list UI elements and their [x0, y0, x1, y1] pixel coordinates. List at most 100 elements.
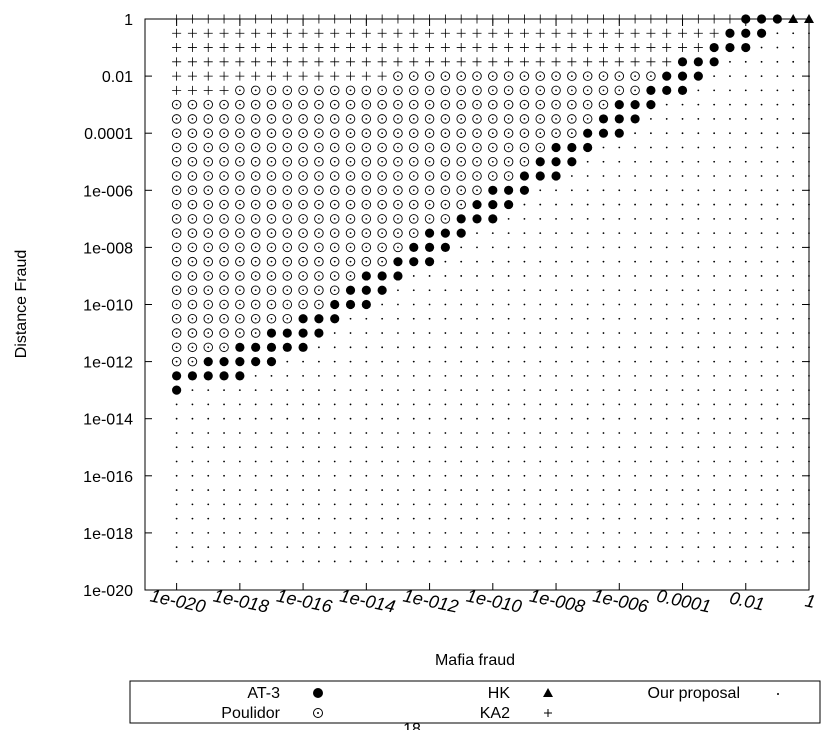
- data-point-ka2: [219, 43, 229, 53]
- data-point-at3: [361, 285, 371, 295]
- data-point-poulidor-center: [397, 160, 399, 163]
- data-point-our-proposal: [539, 432, 542, 434]
- data-point-our-proposal: [191, 460, 194, 463]
- data-point-our-proposal: [760, 460, 763, 463]
- data-point-our-proposal: [729, 275, 731, 277]
- data-point-our-proposal: [792, 332, 795, 334]
- data-point-our-proposal: [776, 260, 779, 263]
- data-point-our-proposal: [713, 146, 716, 149]
- data-point-our-proposal: [476, 303, 478, 306]
- data-point-our-proposal: [302, 560, 304, 563]
- data-point-our-proposal: [744, 432, 747, 434]
- data-point-our-proposal: [428, 503, 431, 506]
- data-point-our-proposal: [365, 546, 368, 549]
- data-point-at3: [709, 42, 719, 53]
- data-point-our-proposal: [729, 332, 731, 334]
- data-point-our-proposal: [665, 203, 668, 206]
- data-point-poulidor-center: [618, 75, 621, 77]
- data-point-our-proposal: [618, 389, 621, 392]
- data-point-our-proposal: [318, 446, 320, 449]
- data-point-poulidor-center: [223, 232, 225, 235]
- data-point-our-proposal: [539, 346, 542, 349]
- data-point-our-proposal: [555, 560, 557, 563]
- data-point-ka2: [172, 28, 182, 38]
- data-point-poulidor-center: [365, 189, 368, 192]
- data-point-at3: [725, 42, 735, 53]
- data-point-poulidor-center: [349, 175, 352, 177]
- data-point-poulidor-center: [254, 189, 257, 192]
- y-tick-label: 1e-006: [83, 183, 133, 200]
- data-point-ka2: [251, 43, 261, 53]
- data-point-ka2: [472, 43, 482, 53]
- data-point-our-proposal: [602, 417, 605, 420]
- y-tick-label: 1e-020: [83, 583, 133, 600]
- data-point-our-proposal: [602, 532, 605, 534]
- data-point-our-proposal: [523, 546, 526, 549]
- data-point-poulidor-center: [349, 146, 352, 149]
- data-point-our-proposal: [760, 417, 763, 420]
- data-point-our-proposal: [555, 503, 557, 506]
- data-point-our-proposal: [523, 446, 526, 449]
- data-point-ka2: [346, 71, 356, 81]
- data-point-at3: [519, 185, 530, 195]
- data-point-poulidor-center: [428, 203, 431, 206]
- data-point-our-proposal: [634, 446, 636, 449]
- data-point-our-proposal: [586, 303, 589, 306]
- data-point-poulidor-center: [349, 132, 352, 135]
- data-point-our-proposal: [792, 546, 795, 549]
- data-point-at3: [282, 342, 292, 352]
- data-point-our-proposal: [318, 403, 320, 406]
- data-point-poulidor-center: [523, 160, 526, 163]
- data-point-our-proposal: [191, 546, 194, 549]
- data-point-poulidor-center: [175, 103, 178, 106]
- data-point-our-proposal: [428, 489, 431, 491]
- data-point-our-proposal: [776, 103, 779, 106]
- data-point-our-proposal: [697, 417, 700, 420]
- data-point-our-proposal: [634, 489, 636, 491]
- data-point-ka2: [298, 57, 308, 67]
- data-point-our-proposal: [270, 417, 273, 420]
- data-point-our-proposal: [570, 217, 573, 220]
- data-point-our-proposal: [760, 403, 763, 406]
- data-point-our-proposal: [602, 189, 605, 192]
- data-point-our-proposal: [365, 360, 368, 363]
- data-point-our-proposal: [713, 275, 716, 277]
- data-point-our-proposal: [238, 517, 241, 520]
- data-point-our-proposal: [744, 446, 747, 449]
- data-point-our-proposal: [697, 389, 700, 392]
- data-point-our-proposal: [444, 460, 447, 463]
- data-point-our-proposal: [681, 446, 684, 449]
- data-point-poulidor-center: [428, 175, 431, 177]
- data-point-at3: [298, 328, 308, 338]
- data-point-our-proposal: [476, 417, 478, 420]
- data-point-our-proposal: [586, 546, 589, 549]
- data-point-poulidor-center: [191, 118, 194, 120]
- data-point-our-proposal: [476, 260, 478, 263]
- data-point-our-proposal: [618, 217, 621, 220]
- data-point-poulidor-center: [381, 146, 384, 149]
- data-point-our-proposal: [792, 432, 795, 434]
- data-point-our-proposal: [729, 360, 731, 363]
- data-point-our-proposal: [254, 517, 257, 520]
- data-point-our-proposal: [618, 432, 621, 434]
- data-point-our-proposal: [634, 346, 636, 349]
- data-point-our-proposal: [207, 403, 210, 406]
- data-point-our-proposal: [681, 346, 684, 349]
- data-point-poulidor-center: [397, 89, 399, 92]
- data-point-our-proposal: [333, 346, 336, 349]
- data-point-poulidor-center: [207, 146, 210, 149]
- data-point-poulidor-center: [191, 360, 194, 363]
- data-point-poulidor-center: [302, 132, 304, 135]
- data-point-poulidor-center: [270, 175, 273, 177]
- data-point-poulidor-center: [238, 189, 241, 192]
- data-point-our-proposal: [270, 389, 273, 392]
- data-point-poulidor-center: [207, 260, 210, 263]
- data-point-our-proposal: [665, 260, 668, 263]
- data-point-our-proposal: [223, 532, 225, 534]
- data-point-our-proposal: [444, 446, 447, 449]
- data-point-poulidor-center: [570, 89, 573, 92]
- data-point-our-proposal: [381, 403, 384, 406]
- data-point-our-proposal: [365, 474, 368, 477]
- data-point-poulidor-center: [491, 160, 494, 163]
- data-point-our-proposal: [444, 374, 447, 377]
